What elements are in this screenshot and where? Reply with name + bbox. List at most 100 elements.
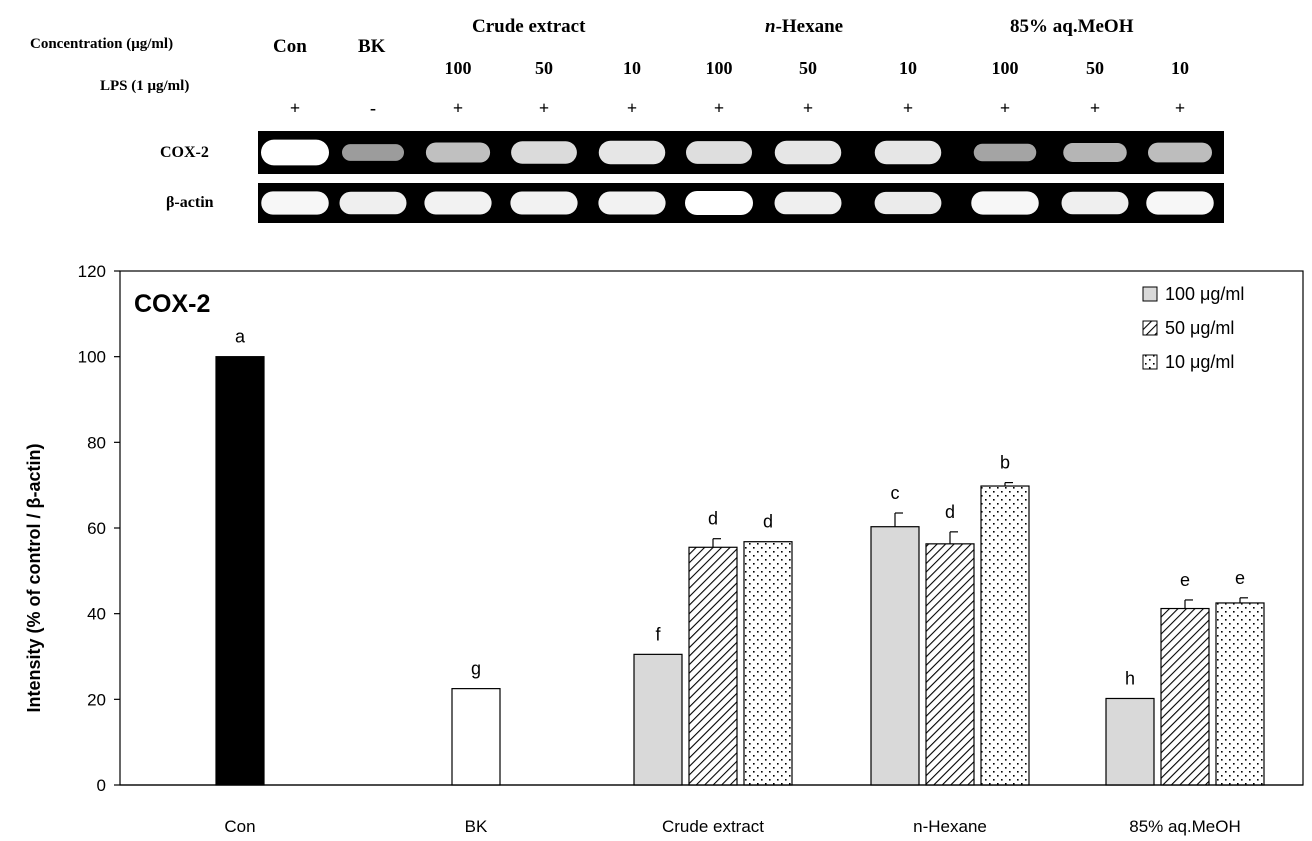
gel-band: [874, 140, 942, 165]
bar-series-2: [688, 546, 738, 786]
gel-band: [424, 191, 492, 215]
legend-label: 10 μg/ml: [1165, 352, 1234, 372]
x-category-label: BK: [465, 817, 488, 836]
lane-group-bk: BK: [358, 36, 386, 57]
significance-letter: e: [1235, 568, 1245, 588]
cox2-band-svg: [261, 139, 1212, 166]
concentration-value: 10: [899, 58, 917, 78]
bar-series-1: [1105, 697, 1155, 786]
hexane-text: -Hexane: [775, 16, 844, 37]
significance-letter: d: [763, 512, 773, 532]
band-label-beta-actin: β-actin: [166, 194, 214, 211]
x-category-label: Con: [224, 817, 255, 836]
significance-letter: f: [655, 624, 661, 644]
concentration-value: 50: [1086, 58, 1104, 78]
legend-label: 100 μg/ml: [1165, 284, 1244, 304]
gel-band: [511, 141, 577, 164]
y-axis-label: Intensity (% of control / β-actin): [24, 444, 44, 713]
gel-band: [973, 143, 1037, 162]
lane-group-con: Con: [273, 36, 307, 57]
x-category-label: 85% aq.MeOH: [1129, 817, 1241, 836]
y-tick-label: 120: [78, 262, 106, 281]
bars-layer: a g f c h d d e d b e: [120, 327, 1303, 786]
legend-swatch: [1142, 320, 1158, 336]
lps-sign: +: [1089, 98, 1101, 118]
concentration-value: 50: [799, 58, 817, 78]
band-label-cox2: COX-2: [160, 144, 209, 161]
y-tick-label: 60: [87, 519, 106, 538]
gel-band: [1061, 191, 1129, 215]
beta-actin-band-svg: [261, 191, 1214, 215]
significance-letter: c: [891, 483, 900, 503]
bar-bk: [451, 688, 501, 786]
concentration-value: 50: [535, 58, 553, 78]
bar-series-3: [1215, 602, 1265, 786]
chart-title: COX-2: [134, 290, 210, 318]
beta-actin-gel-strip: [258, 183, 1224, 223]
lane-group-n-hexane: n-Hexane: [765, 16, 843, 38]
lps-row-label: LPS (1 μg/ml): [100, 78, 190, 94]
legend: 100 μg/ml 50 μg/ml 10 μg/ml: [1142, 284, 1244, 372]
significance-letter: g: [471, 659, 481, 679]
bar-series-2: [1160, 607, 1210, 786]
bar-con: [215, 356, 265, 786]
gel-band: [686, 141, 752, 164]
concentration-row-label: Concentration (μg/ml): [30, 36, 174, 52]
concentration-value: 100: [444, 58, 472, 78]
y-tick-label: 80: [87, 433, 106, 452]
lps-sign: +: [713, 98, 725, 118]
legend-swatch: [1142, 354, 1158, 370]
lps-sign: +: [289, 98, 301, 118]
gel-band: [774, 191, 842, 215]
y-tick-label: 100: [78, 348, 106, 367]
n-prefix: n: [765, 16, 776, 37]
lane-group-85-aq-meoh: 85% aq.MeOH: [1010, 16, 1134, 37]
y-tick-label: 20: [87, 690, 106, 709]
x-axis-categories: Con BK Crude extract n-Hexane 85% aq.MeOH: [224, 817, 1240, 836]
lps-sign: +: [902, 98, 914, 118]
y-tick-label: 40: [87, 605, 106, 624]
significance-letter: h: [1125, 668, 1135, 688]
significance-letter: b: [1000, 453, 1010, 473]
gel-band: [1063, 142, 1127, 163]
significance-letter: a: [235, 327, 246, 347]
gel-band: [874, 191, 942, 215]
cox2-gel-strip: [258, 131, 1224, 174]
concentration-value: 10: [1171, 58, 1189, 78]
y-tick-label: 0: [97, 776, 106, 795]
lps-sign: +: [452, 98, 464, 118]
gel-band: [598, 140, 666, 165]
gel-band: [261, 191, 329, 215]
bar-series-3: [980, 485, 1030, 786]
gel-band: [342, 144, 404, 161]
significance-letter: e: [1180, 570, 1190, 590]
y-axis: 0 20 40 60 80 100 120: [78, 262, 120, 795]
x-category-label: Crude extract: [662, 817, 764, 836]
lps-sign: +: [999, 98, 1011, 118]
cox2-bar-chart: COX-2 Intensity (% of control / β-actin)…: [24, 262, 1304, 836]
bar-series-2: [925, 543, 975, 786]
concentration-value: 100: [991, 58, 1019, 78]
gel-band: [425, 142, 491, 163]
gel-band: [685, 191, 753, 215]
gel-band: [1148, 142, 1212, 163]
legend-label: 50 μg/ml: [1165, 318, 1234, 338]
bar-series-3: [743, 541, 793, 786]
gel-band: [261, 139, 329, 166]
gel-band: [774, 140, 842, 165]
lps-sign: +: [1174, 98, 1186, 118]
concentration-value: 10: [623, 58, 641, 78]
lps-sign: -: [370, 98, 376, 118]
significance-letter: d: [945, 502, 955, 522]
gel-band: [339, 191, 407, 215]
bar-series-1: [633, 653, 683, 786]
lps-sign: +: [626, 98, 638, 118]
significance-letter: d: [708, 509, 718, 529]
gel-band: [598, 191, 666, 215]
lane-group-crude-extract: Crude extract: [472, 16, 586, 37]
gel-band: [971, 191, 1039, 215]
lps-sign: +: [802, 98, 814, 118]
concentration-value: 100: [705, 58, 733, 78]
gel-band: [1146, 191, 1214, 215]
lps-sign: +: [538, 98, 550, 118]
